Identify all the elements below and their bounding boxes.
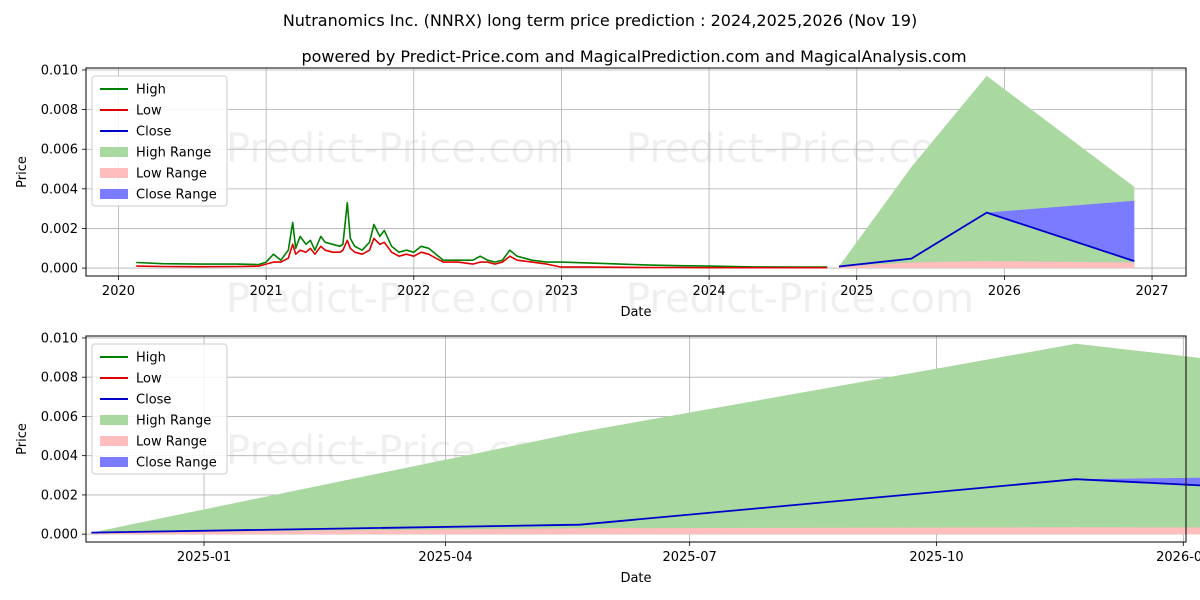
x-tick-label: 2026-01 — [1156, 550, 1200, 565]
legend-label: High — [136, 83, 166, 98]
legend-swatch-patch — [100, 457, 128, 467]
x-tick-label: 2024 — [693, 284, 726, 299]
x-axis-label: Date — [620, 305, 651, 320]
y-tick-label: 0.000 — [41, 262, 78, 277]
low-range-area — [91, 527, 1200, 535]
legend-swatch-patch — [100, 415, 128, 425]
y-tick-label: 0.008 — [41, 103, 78, 118]
chart-title: Nutranomics Inc. (NNRX) long term price … — [283, 11, 917, 30]
x-tick-label: 2025-10 — [909, 550, 963, 565]
legend-swatch-patch — [100, 168, 128, 178]
legend-label: Close — [136, 125, 171, 140]
x-axis-label: Date — [620, 571, 651, 586]
y-tick-label: 0.004 — [41, 182, 78, 197]
y-tick-label: 0.006 — [41, 143, 78, 158]
y-tick-label: 0.010 — [41, 63, 78, 78]
legend-label: High Range — [136, 414, 211, 429]
chart-subtitle: powered by Predict-Price.com and Magical… — [301, 47, 966, 66]
x-tick-label: 2025 — [840, 284, 873, 299]
legend-label: Low Range — [136, 435, 207, 450]
low-range-area — [839, 261, 1135, 269]
overview-panel: Predict-Price.com Predict-Price.comPredic… — [15, 63, 1187, 322]
x-tick-label: 2026 — [988, 284, 1021, 299]
watermark-text: Predict-Price.com — [226, 276, 574, 322]
close-line — [91, 478, 1200, 534]
legend-label: Close — [136, 393, 171, 408]
forecast-zoom-panel: Predict-Price.comPredict-Price.com2025-0… — [15, 331, 1200, 586]
legend-label: High Range — [136, 146, 211, 161]
low-line — [136, 237, 828, 269]
x-tick-label: 2021 — [250, 284, 283, 299]
y-tick-label: 0.002 — [41, 222, 78, 237]
high-range-area — [91, 343, 1200, 535]
legend-label: Low — [136, 104, 162, 119]
x-tick-label: 2020 — [102, 284, 135, 299]
x-tick-label: 2025-07 — [662, 550, 716, 565]
legend-label: Low — [136, 372, 162, 387]
x-tick-label: 2023 — [545, 284, 578, 299]
x-tick-label: 2022 — [397, 284, 430, 299]
y-axis-label: Price — [15, 423, 30, 455]
y-tick-label: 0.008 — [41, 371, 78, 386]
legend-label: Close Range — [136, 188, 217, 203]
watermark-text: Predict-Price.com — [626, 276, 974, 322]
x-tick-label: 2025-01 — [177, 550, 231, 565]
y-tick-label: 0.004 — [41, 449, 78, 464]
y-tick-label: 0.000 — [41, 528, 78, 543]
y-tick-label: 0.010 — [41, 331, 78, 346]
y-axis-label: Price — [15, 156, 30, 188]
legend-label: High — [136, 351, 166, 366]
x-tick-label: 2027 — [1135, 284, 1168, 299]
y-tick-label: 0.002 — [41, 488, 78, 503]
close-range-area — [839, 200, 1135, 267]
legend-swatch-patch — [100, 189, 128, 199]
legend-label: Low Range — [136, 167, 207, 182]
y-tick-label: 0.006 — [41, 410, 78, 425]
close-line — [838, 211, 1135, 268]
plot-frame — [85, 67, 1187, 277]
high-line — [136, 201, 828, 268]
legend-swatch-patch — [100, 147, 128, 157]
plot-frame — [85, 335, 1187, 543]
x-tick-label: 2025-04 — [418, 550, 472, 565]
legend-swatch-patch — [100, 436, 128, 446]
legend-label: Close Range — [136, 456, 217, 471]
